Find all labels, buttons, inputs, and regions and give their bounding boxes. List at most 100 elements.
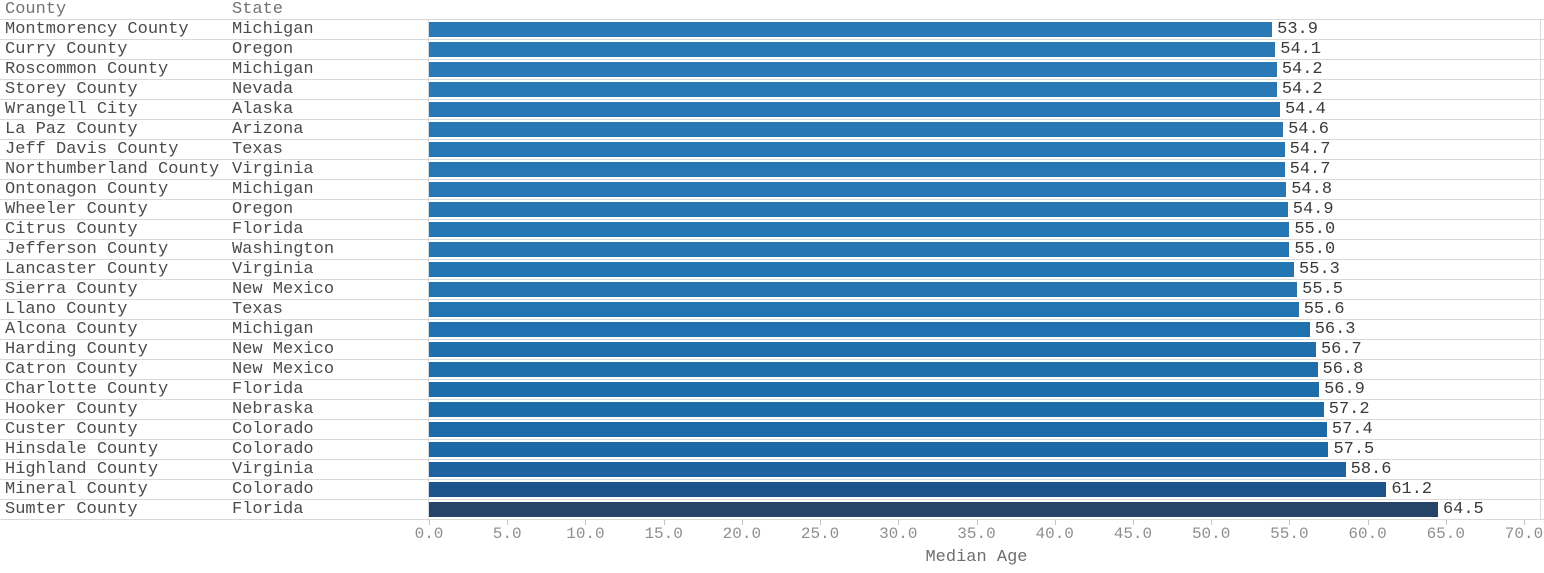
column-header-row: County State — [0, 0, 1544, 20]
median-age-bar[interactable] — [429, 382, 1320, 397]
x-axis-tick-label: 40.0 — [1035, 525, 1074, 543]
table-row: Ontonagon County Michigan 54.8 — [0, 180, 1544, 200]
x-axis-tick-mark — [1445, 520, 1447, 525]
state-label: Nevada — [232, 80, 294, 99]
state-label: New Mexico — [232, 360, 335, 379]
median-age-bar[interactable] — [429, 422, 1327, 437]
median-age-bar[interactable] — [429, 242, 1290, 257]
bar-cell: 54.4 — [428, 100, 1541, 119]
bar-cell: 54.8 — [428, 180, 1541, 199]
median-age-bar[interactable] — [429, 142, 1285, 157]
x-axis-tick-label: 25.0 — [800, 525, 840, 543]
median-age-bar[interactable] — [429, 122, 1284, 137]
state-label: Florida — [232, 500, 304, 519]
bar-cell: 54.1 — [428, 40, 1541, 59]
county-label: Montmorency County — [5, 20, 189, 39]
bar-value-label: 54.4 — [1284, 100, 1326, 119]
table-row: Alcona County Michigan 56.3 — [0, 320, 1544, 340]
state-label: Oregon — [232, 40, 294, 59]
median-age-bar[interactable] — [429, 222, 1290, 237]
bar-cell: 57.2 — [428, 400, 1541, 419]
bar-value-label: 54.6 — [1288, 120, 1329, 139]
bar-value-label: 55.0 — [1294, 240, 1336, 259]
median-age-bar[interactable] — [429, 482, 1387, 497]
bar-cell: 54.6 — [428, 120, 1541, 139]
bar-value-label: 54.9 — [1292, 200, 1334, 219]
median-age-bar[interactable] — [429, 502, 1438, 517]
bar-cell: 55.5 — [428, 280, 1541, 299]
state-label: New Mexico — [232, 280, 335, 299]
x-axis-tick-mark — [1289, 520, 1291, 525]
x-axis-tick-mark — [585, 520, 587, 525]
x-axis-tick-mark — [507, 520, 509, 525]
table-row: Harding County New Mexico 56.7 — [0, 340, 1544, 360]
median-age-bar[interactable] — [429, 462, 1346, 477]
county-label: Sumter County — [5, 500, 138, 519]
median-age-bar[interactable] — [429, 202, 1288, 217]
county-label: Highland County — [5, 460, 159, 479]
x-axis-tick-mark — [429, 520, 430, 525]
median-age-bar[interactable] — [429, 402, 1324, 417]
x-axis-tick-mark — [1524, 520, 1525, 525]
median-age-bar[interactable] — [429, 362, 1318, 377]
median-age-bar[interactable] — [429, 262, 1295, 277]
table-row: Wrangell City Alaska 54.4 — [0, 100, 1544, 120]
bar-cell: 58.6 — [428, 460, 1541, 479]
median-age-bar[interactable] — [429, 442, 1329, 457]
x-axis-area: 0.0 5.0 10.0 15.0 20.0 25.0 30.0 35.0 40.0 45.0 50… — [415, 520, 1544, 546]
bar-cell: 57.4 — [428, 420, 1541, 439]
median-age-bar[interactable] — [429, 322, 1310, 337]
median-age-bar[interactable] — [429, 62, 1277, 77]
median-age-bar[interactable] — [429, 22, 1273, 37]
median-age-bar[interactable] — [429, 182, 1287, 197]
x-axis-tick-label: 45.0 — [1113, 525, 1153, 543]
county-label: Jefferson County — [5, 240, 169, 259]
x-axis-tick-mark — [1211, 520, 1213, 525]
county-label: Storey County — [5, 80, 138, 99]
column-header-state[interactable]: State — [232, 0, 284, 19]
bar-value-label: 54.7 — [1289, 160, 1331, 179]
median-age-bar[interactable] — [429, 302, 1299, 317]
median-age-bar[interactable] — [429, 82, 1277, 97]
median-age-bar[interactable] — [429, 102, 1280, 117]
bar-value-label: 55.3 — [1299, 260, 1340, 279]
table-row: Sierra County New Mexico 55.5 — [0, 280, 1544, 300]
median-age-bar[interactable] — [429, 162, 1285, 177]
table-row: Hinsdale County Colorado 57.5 — [0, 440, 1544, 460]
state-label: Washington — [232, 240, 335, 259]
median-age-bar[interactable] — [429, 342, 1316, 357]
table-row: Wheeler County Oregon 54.9 — [0, 200, 1544, 220]
state-label: Virginia — [232, 460, 314, 479]
chart-rows: Montmorency County Michigan 53.9 Curry C… — [0, 20, 1544, 520]
bar-value-label: 64.5 — [1442, 500, 1484, 519]
x-axis-title-row: Median Age — [0, 546, 1544, 573]
x-axis-tick-mark — [820, 520, 822, 525]
county-label: Harding County — [5, 340, 148, 359]
state-label: Colorado — [232, 420, 314, 439]
county-label: Custer County — [5, 420, 138, 439]
median-age-bar[interactable] — [429, 42, 1276, 57]
column-header-county[interactable]: County — [5, 0, 67, 19]
x-axis-tick-label: 0.0 — [414, 525, 444, 543]
x-axis-tick-label: 30.0 — [879, 525, 918, 543]
bar-cell: 55.6 — [428, 300, 1541, 319]
bar-cell: 56.7 — [428, 340, 1541, 359]
bar-value-label: 53.9 — [1277, 20, 1318, 39]
county-label: Roscommon County — [5, 60, 169, 79]
bar-value-label: 55.5 — [1302, 280, 1343, 299]
state-label: Michigan — [232, 20, 314, 39]
bar-value-label: 54.2 — [1281, 60, 1323, 79]
bar-cell: 54.2 — [428, 60, 1541, 79]
bar-cell: 54.2 — [428, 80, 1541, 99]
county-label: Northumberland County — [5, 160, 220, 179]
bar-value-label: 55.0 — [1294, 220, 1336, 239]
median-age-bar[interactable] — [429, 282, 1298, 297]
bar-cell: 56.8 — [428, 360, 1541, 379]
bar-value-label: 58.6 — [1350, 460, 1392, 479]
state-label: Florida — [232, 380, 304, 399]
table-row: Custer County Colorado 57.4 — [0, 420, 1544, 440]
x-axis-tick-label: 70.0 — [1504, 525, 1544, 543]
state-label: Michigan — [232, 60, 314, 79]
x-axis-tick-mark — [741, 520, 743, 525]
state-label: Michigan — [232, 180, 314, 199]
